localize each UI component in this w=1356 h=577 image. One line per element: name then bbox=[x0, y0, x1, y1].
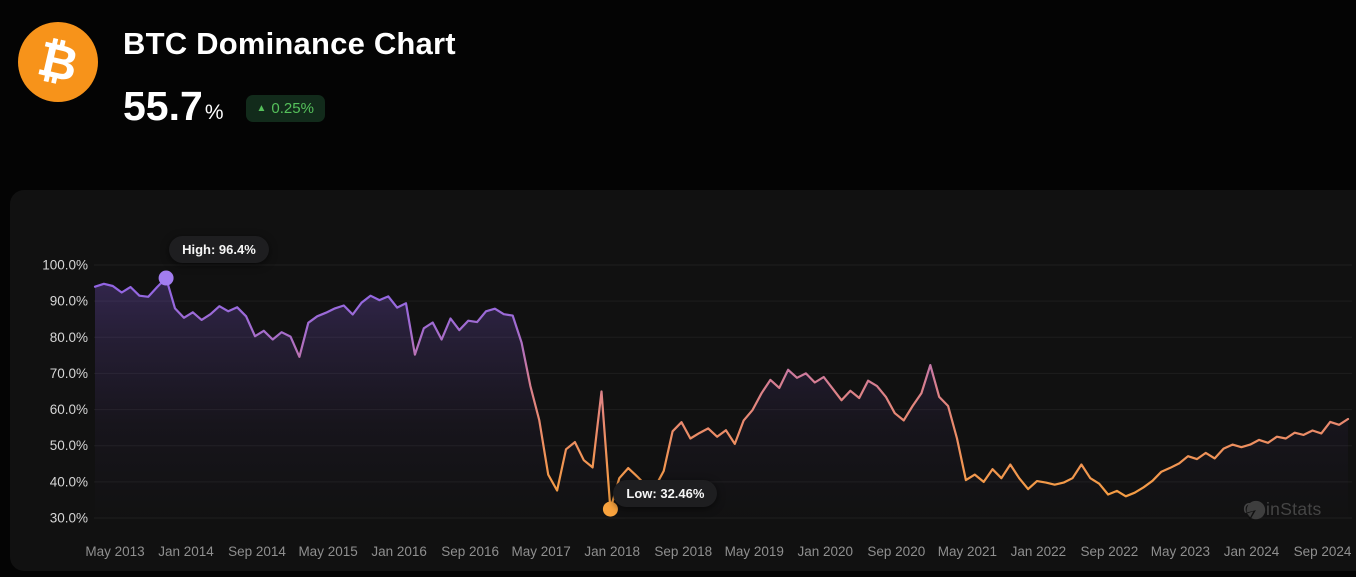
bitcoin-logo-icon: ₿ bbox=[18, 22, 98, 102]
dominance-value: 55.7 bbox=[123, 83, 203, 129]
low-tooltip: Low: 32.46% bbox=[613, 480, 718, 508]
y-tick-label: 70.0% bbox=[50, 366, 88, 381]
y-axis-labels: 100.0% 90.0% 80.0% 70.0% 60.0% 50.0% 40.0% 30.0… bbox=[42, 258, 88, 526]
x-tick-label: Jan 2022 bbox=[1011, 544, 1067, 559]
y-tick-label: 50.0% bbox=[50, 438, 88, 453]
x-tick-label: Jan 2016 bbox=[371, 544, 427, 559]
x-tick-label: Sep 2020 bbox=[867, 544, 925, 559]
x-tick-label: Jan 2014 bbox=[158, 544, 214, 559]
y-tick-label: 30.0% bbox=[50, 511, 88, 526]
change-percent: 0.25% bbox=[271, 100, 314, 117]
page-title: BTC Dominance Chart bbox=[123, 26, 456, 61]
chart-panel: 100.0% 90.0% 80.0% 70.0% 60.0% 50.0% 40.0% 30.0… bbox=[10, 190, 1356, 571]
x-tick-label: Jan 2018 bbox=[584, 544, 640, 559]
x-tick-label: May 2013 bbox=[85, 544, 144, 559]
y-tick-label: 60.0% bbox=[50, 402, 88, 417]
x-tick-label: Sep 2018 bbox=[654, 544, 712, 559]
x-tick-label: May 2021 bbox=[938, 544, 997, 559]
area-fill bbox=[95, 278, 1348, 522]
x-tick-label: May 2015 bbox=[298, 544, 357, 559]
dominance-value-row: 55.7 % ▲ 0.25% bbox=[123, 86, 325, 127]
x-tick-label: Sep 2022 bbox=[1081, 544, 1139, 559]
x-tick-label: Jan 2024 bbox=[1224, 544, 1280, 559]
x-tick-label: Jan 2020 bbox=[798, 544, 854, 559]
x-tick-label: Sep 2016 bbox=[441, 544, 499, 559]
low-marker-dot bbox=[602, 501, 618, 517]
page-header: ₿ BTC Dominance Chart 55.7 % ▲ 0.25% bbox=[0, 0, 1356, 190]
dominance-line bbox=[93, 276, 1350, 511]
x-tick-label: Sep 2014 bbox=[228, 544, 286, 559]
dominance-value-unit: % bbox=[204, 100, 224, 124]
x-tick-label: May 2019 bbox=[725, 544, 784, 559]
coinstats-watermark: CoinStats bbox=[1243, 499, 1322, 520]
high-marker-dot bbox=[158, 270, 174, 286]
btc-dominance-area-chart[interactable]: 100.0% 90.0% 80.0% 70.0% 60.0% 50.0% 40.0% 30.0… bbox=[10, 190, 1356, 571]
change-badge: ▲ 0.25% bbox=[245, 95, 325, 122]
x-tick-label: Sep 2024 bbox=[1294, 544, 1352, 559]
x-axis-labels: May 2013 Jan 2014 Sep 2014 May 2015 Jan 2016… bbox=[85, 544, 1352, 559]
y-tick-label: 80.0% bbox=[50, 330, 88, 345]
x-tick-label: May 2017 bbox=[512, 544, 571, 559]
x-tick-label: May 2023 bbox=[1151, 544, 1210, 559]
y-tick-label: 40.0% bbox=[50, 474, 88, 489]
y-tick-label: 90.0% bbox=[50, 294, 88, 309]
pie-chart-icon bbox=[1245, 500, 1266, 520]
up-arrow-icon: ▲ bbox=[256, 102, 267, 114]
high-tooltip: High: 96.4% bbox=[169, 236, 269, 263]
y-tick-label: 100.0% bbox=[42, 258, 88, 273]
